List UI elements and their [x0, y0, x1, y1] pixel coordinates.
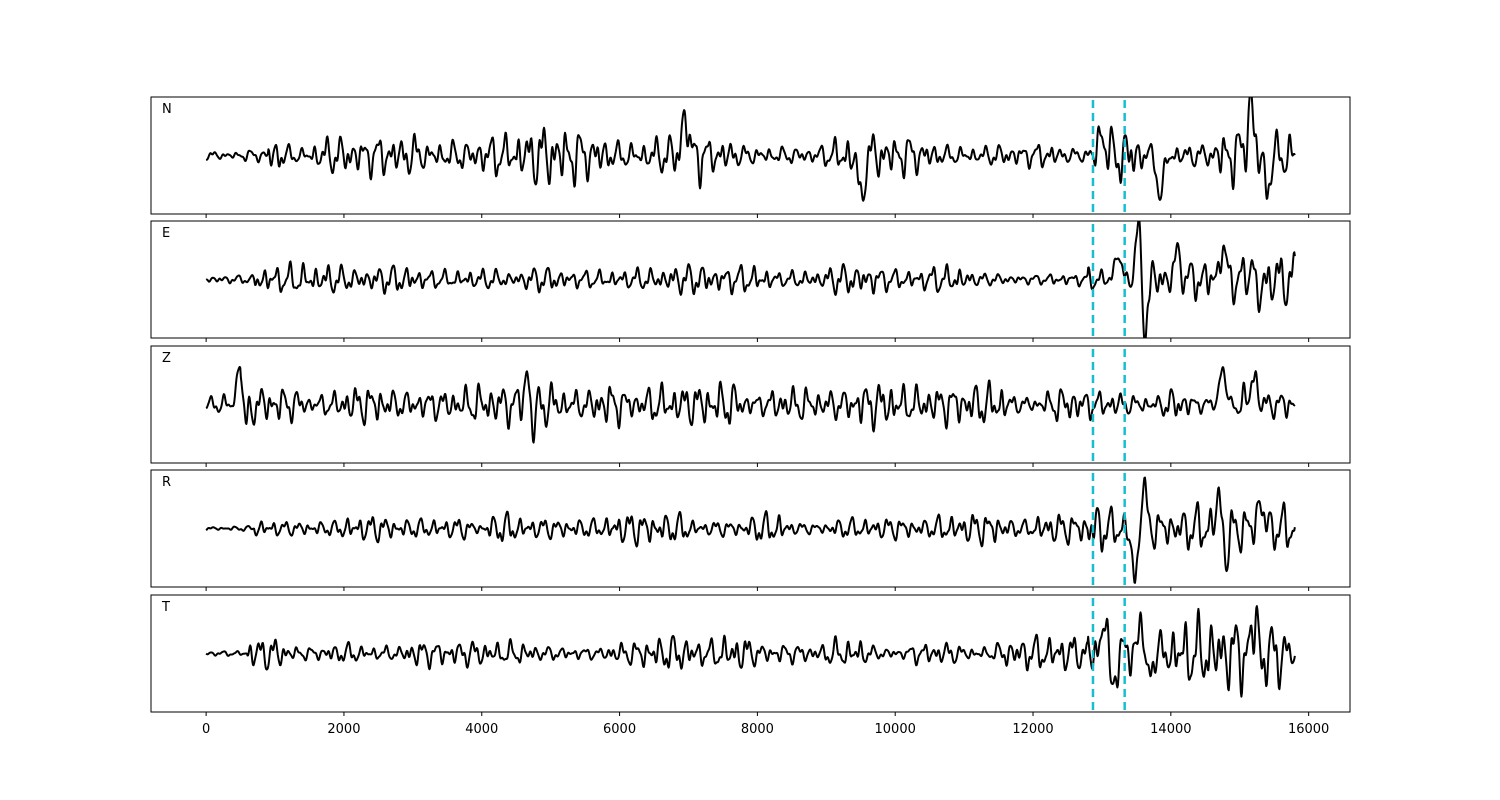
panels-layer: N E Z R T [150, 96, 1351, 716]
panel-frame [150, 345, 1351, 464]
x-tick-label: 0 [202, 722, 210, 737]
trace-z [205, 365, 1296, 444]
trace-e [205, 221, 1296, 338]
x-tick-label: 8000 [741, 722, 774, 737]
x-tick-label: 10000 [875, 722, 916, 737]
panel-label: T [161, 600, 170, 615]
x-tick-label: 6000 [603, 722, 636, 737]
x-axis: 0 2000 4000 6000 8000 10000 12000 14000 16000 [202, 722, 1329, 737]
panel-label: R [162, 475, 171, 490]
panel-frame [150, 220, 1351, 339]
panel-n: N [150, 96, 1351, 218]
panel-frame [150, 594, 1351, 713]
panel-t: T [150, 594, 1351, 716]
trace-r [205, 476, 1296, 584]
x-tick-label: 14000 [1150, 722, 1191, 737]
panel-label: N [162, 102, 172, 117]
x-tick-label: 4000 [465, 722, 498, 737]
panel-e: E [150, 220, 1351, 342]
panel-frame [150, 96, 1351, 215]
panel-z: Z [150, 345, 1351, 467]
panel-label: Z [162, 351, 171, 366]
x-tick-label: 12000 [1012, 722, 1053, 737]
panel-frame [150, 469, 1351, 588]
trace-n [205, 97, 1296, 202]
panel-label: E [162, 226, 170, 241]
x-tick-label: 2000 [327, 722, 360, 737]
x-tick-label: 16000 [1288, 722, 1329, 737]
panel-r: R [150, 469, 1351, 591]
trace-t [205, 605, 1296, 698]
